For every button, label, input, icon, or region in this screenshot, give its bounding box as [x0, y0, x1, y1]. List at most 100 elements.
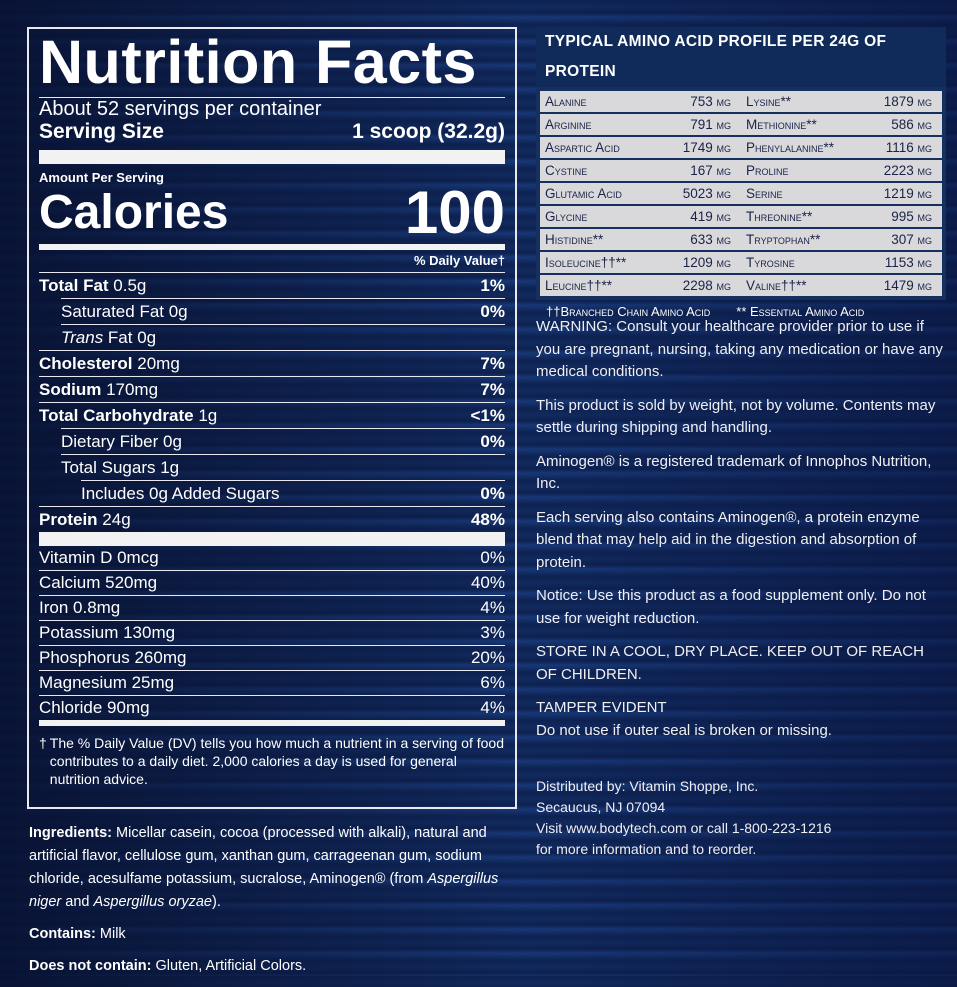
amino-value: 1749 mg — [682, 140, 731, 155]
footnote: † The % Daily Value (DV) tells you how m… — [39, 720, 505, 788]
nutrient-daily-value: 0% — [480, 432, 505, 451]
does-not-contain: Does not contain: Gluten, Artificial Col… — [29, 955, 524, 978]
nutrition-facts-panel: Nutrition Facts About 52 servings per co… — [27, 27, 517, 809]
vitamin-name: Phosphorus 260mg — [39, 648, 187, 667]
nutrient-daily-value: 7% — [480, 354, 505, 373]
amino-cell: Isoleucine††** 1209 mg — [540, 252, 741, 273]
nutrient-amount: 170mg — [101, 380, 159, 399]
nutrient-name: Saturated Fat 0g — [61, 299, 188, 324]
tamper-title: TAMPER EVIDENT — [536, 699, 667, 716]
amino-name: Isoleucine††** — [545, 255, 627, 270]
storage-note: STORE IN A COOL, DRY PLACE. KEEP OUT OF … — [536, 643, 924, 683]
nutrient-daily-value: 48% — [470, 510, 505, 529]
nutrient-row: Total Sugars 1g — [61, 454, 505, 480]
nutrient-name: Includes 0g Added Sugars — [81, 481, 279, 506]
vitamin-daily-value: 0% — [480, 548, 505, 567]
amino-row: Glutamic Acid 5023 mg Serine 1219 mg — [540, 183, 942, 204]
amino-row: Isoleucine††** 1209 mg Tyrosine 1153 mg — [540, 252, 942, 273]
amino-value: 2223 mg — [883, 163, 932, 178]
contains: Contains: Milk — [29, 923, 524, 946]
vitamin-daily-value: 20% — [470, 648, 505, 667]
amino-row: Aspartic Acid 1749 mg Phenylalanine** 1116 … — [540, 137, 942, 158]
amino-cell: Phenylalanine** 1116 mg — [741, 137, 942, 158]
nutrient-italic-name: Trans — [61, 328, 104, 347]
nutrient-amount: 20mg — [132, 354, 180, 373]
calories-label: Calories — [39, 186, 229, 239]
amino-cell: Tryptophan** 307 mg — [741, 229, 942, 250]
amino-cell: Aspartic Acid 1749 mg — [540, 137, 741, 158]
nutrient-row: Cholesterol 20mg 7% — [39, 350, 505, 376]
amino-row: Alanine 753 mg Lysine** 1879 mg — [540, 91, 942, 112]
amino-name: Cystine — [545, 163, 588, 178]
vitamin-daily-value: 6% — [480, 673, 505, 692]
nutrient-name: Trans Fat 0g — [61, 325, 156, 350]
nutrient-amount: Fat 0g — [103, 328, 157, 347]
amino-cell: Methionine** 586 mg — [741, 114, 942, 135]
amino-acid-profile: TYPICAL AMINO ACID PROFILE PER 24G OF PR… — [536, 27, 946, 324]
amino-row: Cystine 167 mg Proline 2223 mg — [540, 160, 942, 181]
vitamin-name: Magnesium 25mg — [39, 673, 175, 692]
vitamin-row: Potassium 130mg 3% — [39, 621, 505, 646]
distributor-line: for more information and to reorder. — [536, 841, 757, 857]
vitamin-daily-value: 3% — [480, 623, 505, 642]
amino-cell: Lysine** 1879 mg — [741, 91, 942, 112]
ingredients-text: and — [61, 894, 94, 910]
amino-row: Histidine** 633 mg Tryptophan** 307 mg — [540, 229, 942, 250]
serving-size-label: Serving Size — [39, 120, 164, 143]
amino-cell: Alanine 753 mg — [540, 91, 741, 112]
nutrient-bold-name: Cholesterol — [39, 354, 133, 373]
nutrient-bold-name: Total Carbohydrate — [39, 406, 194, 425]
vitamin-list: Vitamin D 0mcg 0% Calcium 520mg 40% Iron 0.8… — [39, 546, 505, 720]
amino-cell: Glycine 419 mg — [540, 206, 741, 227]
amino-row: Glycine 419 mg Threonine** 995 mg — [540, 206, 942, 227]
amino-cell: Histidine** 633 mg — [540, 229, 741, 250]
amino-name: Phenylalanine** — [746, 140, 835, 155]
nutrient-daily-value: 1% — [480, 276, 505, 295]
nutrient-row: Trans Fat 0g — [61, 324, 505, 350]
nutrient-name: Sodium 170mg — [39, 377, 158, 402]
amino-name: Proline — [746, 163, 789, 178]
nutrient-bold-name: Protein — [39, 510, 98, 529]
amino-value: 307 mg — [891, 232, 932, 247]
amino-name: Lysine** — [746, 94, 792, 109]
usage-notice: Notice: Use this product as a food suppl… — [536, 587, 926, 627]
amino-value: 419 mg — [690, 209, 731, 224]
nutrient-name: Total Fat 0.5g — [39, 273, 146, 298]
vitamin-daily-value: 40% — [470, 573, 505, 592]
vitamin-row: Calcium 520mg 40% — [39, 571, 505, 596]
calories: Calories 100 — [39, 182, 505, 244]
nutrient-row: Total Carbohydrate 1g <1% — [39, 402, 505, 428]
amino-row: Leucine††** 2298 mg Valine††** 1479 mg — [540, 275, 942, 296]
nutrient-daily-value: 7% — [480, 380, 505, 399]
nutrient-name: Cholesterol 20mg — [39, 351, 180, 376]
nutrient-amount: Dietary Fiber 0g — [61, 432, 182, 451]
servings-per-container: About 52 servings per container — [39, 98, 322, 120]
vitamin-daily-value: 4% — [480, 698, 505, 717]
ingredients-text: ). — [211, 894, 221, 910]
amino-value: 586 mg — [891, 117, 932, 132]
amino-value: 2298 mg — [682, 278, 731, 293]
ingredients-text: Micellar casein, cocoa (processed with a… — [29, 825, 487, 887]
vitamin-name: Chloride 90mg — [39, 698, 150, 717]
amino-name: Glycine — [545, 209, 588, 224]
amino-cell: Serine 1219 mg — [741, 183, 942, 204]
amino-value: 167 mg — [690, 163, 731, 178]
amino-name: Threonine** — [746, 209, 813, 224]
nutrient-amount: 0.5g — [108, 276, 147, 295]
vitamin-daily-value: 4% — [480, 598, 505, 617]
vitamin-row: Chloride 90mg 4% — [39, 696, 505, 720]
label-notes: WARNING: Consult your healthcare provide… — [536, 316, 946, 860]
vitamin-name: Vitamin D 0mcg — [39, 548, 159, 567]
amino-cell: Proline 2223 mg — [741, 160, 942, 181]
contains-label: Contains: — [29, 926, 96, 942]
ingredients-label: Ingredients: — [29, 825, 112, 841]
amino-row: Arginine 791 mg Methionine** 586 mg — [540, 114, 942, 135]
amino-value: 5023 mg — [682, 186, 731, 201]
calories-value: 100 — [404, 179, 505, 246]
amino-value: 1879 mg — [883, 94, 932, 109]
distributor-line: Distributed by: Vitamin Shoppe, Inc. — [536, 778, 759, 794]
daily-value-header: % Daily Value† — [413, 253, 505, 268]
nutrient-daily-value: <1% — [470, 406, 506, 425]
nutrient-row: Saturated Fat 0g 0% — [61, 298, 505, 324]
amino-value: 1479 mg — [883, 278, 932, 293]
